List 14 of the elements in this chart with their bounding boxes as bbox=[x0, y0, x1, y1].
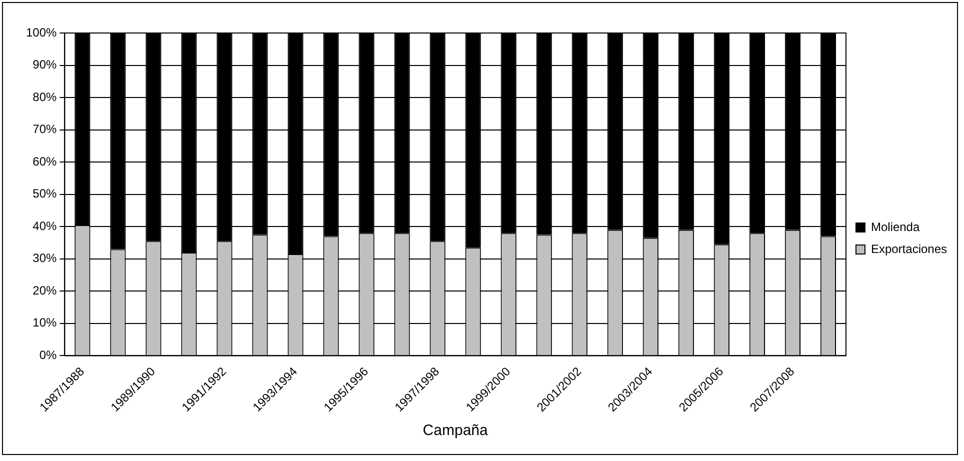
y-tick-label: 30% bbox=[32, 251, 58, 266]
y-tick-label: 20% bbox=[32, 283, 58, 298]
y-tick-label: 50% bbox=[32, 186, 58, 201]
y-tick-label: 70% bbox=[32, 122, 58, 136]
y-tick-label: 100% bbox=[26, 25, 58, 40]
y-tick-label: 60% bbox=[32, 154, 58, 168]
y-tick-label: 0% bbox=[39, 348, 58, 362]
y-tick-label: 80% bbox=[32, 90, 58, 104]
legend-label: Exportaciones bbox=[870, 242, 948, 256]
y-tick-label: 40% bbox=[32, 218, 58, 233]
x-axis-title: Campaña bbox=[422, 422, 488, 440]
legend-label: Molienda bbox=[870, 220, 920, 234]
y-tick-label: 10% bbox=[32, 316, 58, 330]
y-tick-label: 90% bbox=[32, 58, 58, 72]
